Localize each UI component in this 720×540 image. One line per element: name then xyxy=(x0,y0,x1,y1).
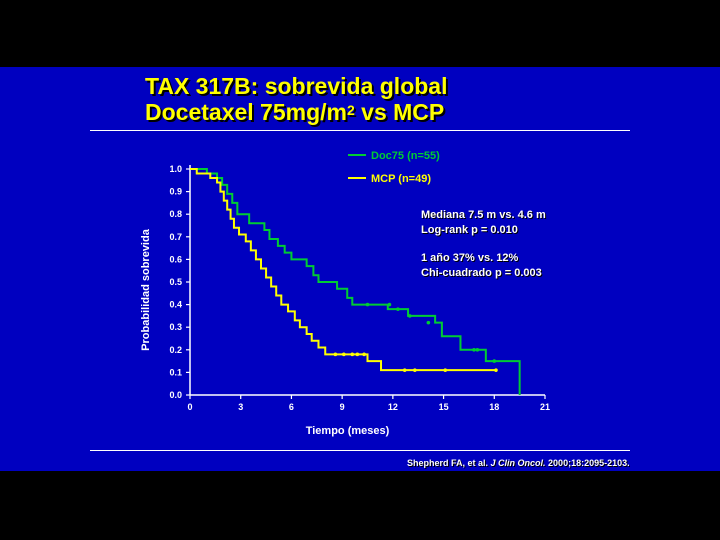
y-tick-label: 0.7 xyxy=(169,232,182,242)
censor-mark-0 xyxy=(365,302,370,307)
censor-mark-1 xyxy=(413,368,417,372)
bottom-divider xyxy=(90,450,630,451)
censor-mark-0 xyxy=(492,359,497,363)
subtitle-text: Docetaxel 75mg/m xyxy=(145,99,347,125)
chart-axes: 0 3 6 9 12 15 18 21 0.0 0.1 0.2 0.3 0.4 0.5 0.6 0.7 0.8 0… xyxy=(140,164,550,437)
legend-label-1: MCP (n=49) xyxy=(371,173,431,185)
y-tick-label: 0.4 xyxy=(169,300,182,310)
x-tick-label: 3 xyxy=(238,402,243,412)
x-tick-label: 21 xyxy=(540,402,550,412)
y-tick-label: 0.6 xyxy=(169,254,182,264)
censor-mark-1 xyxy=(350,352,355,357)
x-tick-label: 6 xyxy=(289,402,294,412)
y-tick-label: 0.5 xyxy=(169,277,182,287)
y-tick-label: 0.1 xyxy=(169,367,182,377)
x-tick-label: 12 xyxy=(388,402,398,412)
y-tick-label: 0.2 xyxy=(169,345,182,355)
censor-mark-0 xyxy=(426,320,431,325)
citation-details: 2000;18:2095-2103. xyxy=(545,458,630,468)
censor-mark-1 xyxy=(342,352,346,357)
chart-legend: Doc75 (n=55) MCP (n=49) xyxy=(348,150,440,185)
slide-title: TAX 317B: sobrevida global xyxy=(145,73,448,99)
censor-mark-1 xyxy=(443,368,448,372)
censor-mark-1 xyxy=(362,352,366,357)
series-line-0 xyxy=(190,168,521,395)
slide: TAX 317B: sobrevida global Docetaxel 75m… xyxy=(0,67,720,471)
x-tick-label: 18 xyxy=(489,402,499,412)
survival-chart: 0 3 6 9 12 15 18 21 0.0 0.1 0.2 0.3 0.4 0.5 0.6 0.7 0.8 0… xyxy=(140,150,550,437)
top-divider xyxy=(90,130,630,131)
annotation-median: Mediana 7.5 m vs. 4.6 m xyxy=(421,209,546,221)
y-tick-label: 0.3 xyxy=(169,322,182,332)
censor-mark-0 xyxy=(387,302,392,307)
subtitle-suffix: vs MCP xyxy=(354,99,445,125)
x-tick-label: 9 xyxy=(340,402,345,412)
censor-mark-1 xyxy=(494,368,498,372)
citation-journal: J Clin Oncol. xyxy=(490,458,546,468)
censor-mark-0 xyxy=(407,314,412,318)
annotation-chi-square: Chi-cuadrado p = 0.003 xyxy=(421,267,542,279)
legend-label-0: Doc75 (n=55) xyxy=(371,150,440,162)
censor-mark-1 xyxy=(333,352,338,357)
subtitle-superscript: 2 xyxy=(346,102,355,118)
y-tick-label: 0.0 xyxy=(169,390,182,400)
x-tick-label: 0 xyxy=(187,402,192,412)
x-axis-label: Tiempo (meses) xyxy=(306,425,390,437)
censor-mark-0 xyxy=(472,348,476,352)
citation-authors: Shepherd FA, et al. xyxy=(407,458,491,468)
x-tick-label: 15 xyxy=(439,402,449,412)
y-tick-label: 0.8 xyxy=(169,209,182,219)
y-axis-label: Probabilidad sobrevida xyxy=(140,228,152,351)
chart-series-layer xyxy=(190,168,521,395)
annotation-one-year: 1 año 37% vs. 12% xyxy=(421,252,519,264)
censor-mark-1 xyxy=(402,368,407,372)
y-tick-label: 0.9 xyxy=(169,187,182,197)
y-tick-label: 1.0 xyxy=(169,164,182,174)
censor-mark-0 xyxy=(475,348,480,352)
slide-subtitle: Docetaxel 75mg/m2 vs MCP xyxy=(145,99,444,125)
series-line-1 xyxy=(190,168,496,372)
citation: Shepherd FA, et al. J Clin Oncol. 2000;1… xyxy=(407,458,630,468)
annotation-logrank: Log-rank p = 0.010 xyxy=(421,224,518,236)
censor-mark-1 xyxy=(355,352,360,357)
censor-mark-0 xyxy=(396,307,400,311)
